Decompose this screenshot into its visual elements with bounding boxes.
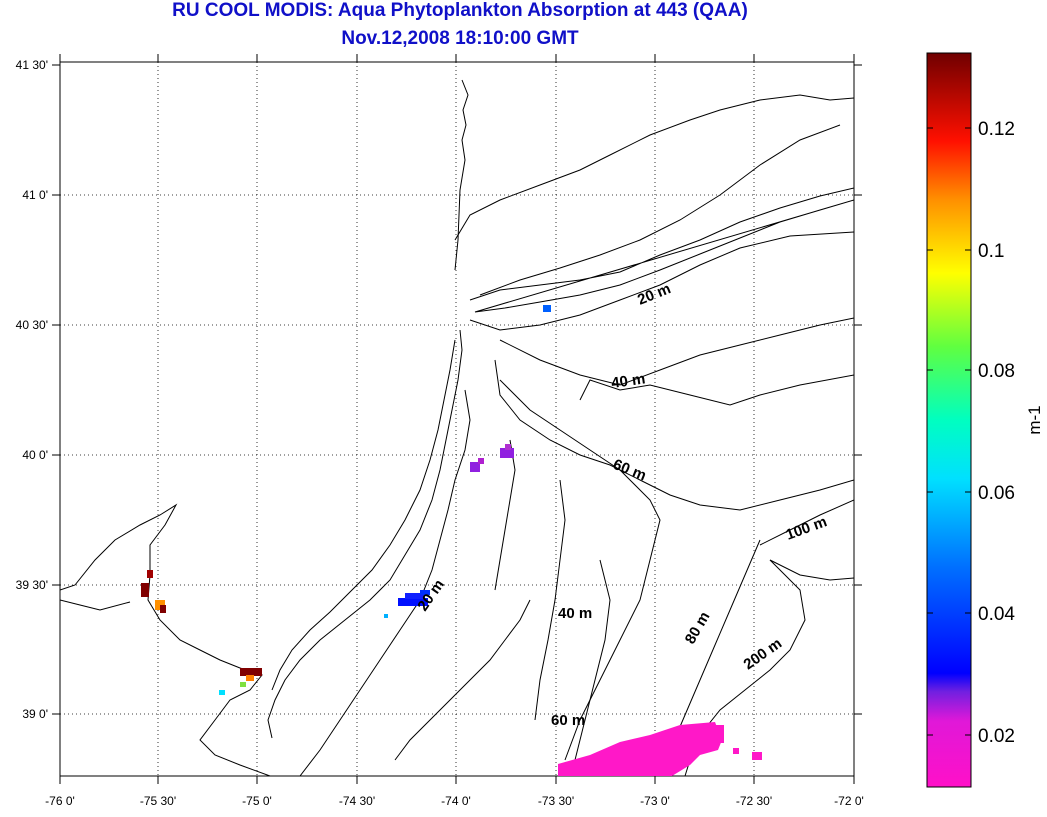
x-tick-label: -73 30' <box>538 794 574 808</box>
delaware-bay <box>60 503 271 776</box>
colorbar-gradient <box>926 52 972 788</box>
x-tick-label: -74 30' <box>339 794 375 808</box>
contour-20m-north <box>469 231 854 331</box>
absorption-data-pixels <box>141 305 762 776</box>
hudson-river <box>454 79 469 271</box>
contour-label-40m-north: 40 m <box>610 370 646 392</box>
x-tick-label: -72 30' <box>736 794 772 808</box>
map-plot-area: 20 m 40 m 60 m 100 m 20 m 40 m 80 m 200 … <box>16 54 864 808</box>
contour-60m <box>494 359 854 511</box>
colorbar: 0.12 0.1 0.08 0.06 0.04 0.02 m-1 <box>926 52 1044 788</box>
x-tick-label: -74 0' <box>441 794 471 808</box>
colorbar-tick-label: 0.04 <box>978 604 1015 625</box>
colorbar-unit-label: m-1 <box>1025 405 1044 434</box>
colorbar-tick-label: 0.06 <box>978 483 1015 504</box>
y-tick-label: 39 30' <box>16 578 48 592</box>
magenta-patch <box>558 722 722 776</box>
contour-label-40m-south: 40 m <box>558 605 592 622</box>
colorbar-tick-label: 0.08 <box>978 361 1015 382</box>
contour-40m <box>499 317 854 386</box>
contour-100m <box>759 499 854 546</box>
y-tick-label: 40 0' <box>22 448 48 462</box>
graticule-grid <box>60 62 854 776</box>
nj-coastline <box>267 329 463 739</box>
y-tick-label: 39 0' <box>22 707 48 721</box>
y-tick-label: 41 30' <box>16 58 48 72</box>
colorbar-tick-label: 0.02 <box>978 726 1015 747</box>
ct-coastline <box>454 94 854 241</box>
x-tick-label: -75 0' <box>242 794 272 808</box>
y-tick-label: 41 0' <box>22 188 48 202</box>
x-tick-label: -73 0' <box>640 794 670 808</box>
contour-20m-south <box>299 389 471 776</box>
map-title: RU COOL MODIS: Aqua Phytoplankton Absorp… <box>172 0 748 21</box>
colorbar-tick-label: 0.1 <box>978 241 1004 262</box>
colorbar-tick-label: 0.12 <box>978 119 1015 140</box>
x-tick-label: -72 0' <box>834 794 864 808</box>
x-tick-label: -76 0' <box>45 794 75 808</box>
contour-label-60m-south: 60 m <box>551 712 585 729</box>
x-tick-label: -75 30' <box>140 794 176 808</box>
map-subtitle-date: Nov.12,2008 18:10:00 GMT <box>341 28 579 49</box>
frame-ticks <box>52 54 862 784</box>
y-tick-label: 40 30' <box>16 318 48 332</box>
long-island <box>469 187 854 313</box>
